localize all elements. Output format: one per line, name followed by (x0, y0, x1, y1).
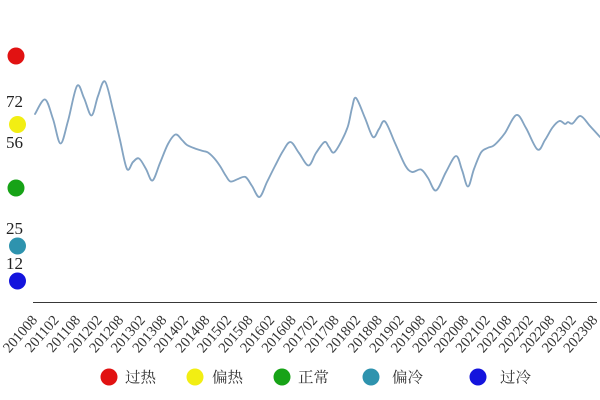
svg-text:12: 12 (6, 254, 23, 273)
svg-text:56: 56 (6, 133, 23, 152)
svg-text:25: 25 (6, 219, 23, 238)
svg-text:72: 72 (6, 92, 23, 111)
